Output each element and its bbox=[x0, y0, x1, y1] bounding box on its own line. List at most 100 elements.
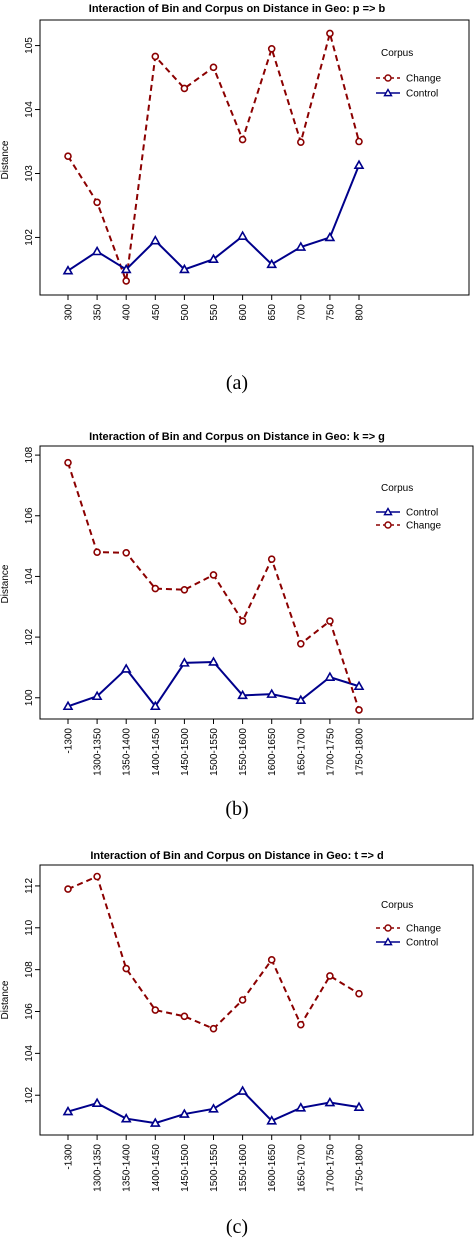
x-tick-label: 1450-1500 bbox=[180, 1144, 191, 1192]
x-tick-label: 1500-1550 bbox=[209, 1144, 220, 1192]
data-point-control bbox=[266, 1115, 278, 1125]
x-tick-label: 1450-1500 bbox=[180, 304, 191, 320]
y-tick-label: 110 bbox=[24, 919, 35, 935]
data-point-control bbox=[266, 258, 278, 269]
series-line-change bbox=[67, 462, 360, 711]
legend-entry-change: Change bbox=[406, 924, 441, 935]
x-tick-label: 1650-1700 bbox=[296, 304, 307, 320]
x-tick-label: 1650-1700 bbox=[296, 1144, 307, 1192]
chart-title: Interaction of Bin and Corpus on Distanc… bbox=[90, 850, 383, 862]
legend-marker-change bbox=[384, 74, 392, 82]
y-tick-label: 104 bbox=[24, 568, 35, 585]
x-tick-label: 1550-1600 bbox=[238, 728, 249, 776]
data-point-change bbox=[122, 277, 130, 285]
y-tick-label: 106 bbox=[24, 1003, 35, 1020]
legend-marker-control bbox=[383, 88, 393, 97]
data-point-control bbox=[149, 700, 161, 711]
data-point-control bbox=[120, 663, 132, 673]
x-tick-label: 1550-1600 bbox=[238, 1144, 249, 1192]
data-point-change bbox=[93, 198, 101, 207]
data-point-change bbox=[180, 1012, 189, 1021]
data-point-change bbox=[93, 548, 101, 556]
y-tick-label: 100 bbox=[24, 689, 35, 706]
caption-b: (b) bbox=[225, 798, 249, 820]
data-point-change bbox=[326, 972, 334, 980]
data-point-change bbox=[326, 29, 334, 38]
data-point-change bbox=[180, 84, 189, 93]
x-tick-label: -1300 bbox=[64, 728, 75, 754]
data-point-control bbox=[149, 1117, 161, 1127]
data-point-control bbox=[295, 694, 307, 704]
x-tick-label: 1750-1800 bbox=[355, 728, 366, 776]
chart-c: Interaction of Bin and Corpus on Distanc… bbox=[0, 850, 474, 1192]
chart-title: Interaction of Bin and Corpus on Distanc… bbox=[89, 3, 386, 15]
plot-frame bbox=[39, 864, 474, 1136]
y-tick-label: 103 bbox=[24, 165, 35, 182]
y-tick-label: 102 bbox=[24, 1086, 35, 1103]
legend-marker-change bbox=[384, 924, 392, 932]
data-point-change bbox=[93, 872, 101, 881]
data-point-control bbox=[237, 689, 248, 700]
data-point-control bbox=[91, 1097, 103, 1107]
x-tick-label: 1500-1550 bbox=[209, 304, 220, 320]
x-tick-label: 1300-1350 bbox=[93, 304, 104, 320]
x-tick-label: 1350-1400 bbox=[122, 1144, 133, 1192]
y-tick-label: 105 bbox=[24, 37, 35, 54]
y-tick-label: 108 bbox=[24, 446, 35, 463]
y-tick-label: 112 bbox=[24, 878, 35, 894]
y-tick-label: 104 bbox=[24, 1045, 35, 1062]
legend-title: Corpus bbox=[381, 48, 413, 59]
data-point-change bbox=[238, 996, 247, 1004]
data-point-control bbox=[324, 231, 336, 242]
data-point-change bbox=[355, 137, 363, 146]
data-point-change bbox=[151, 584, 160, 593]
chart-b: Interaction of Bin and Corpus on Distanc… bbox=[0, 431, 474, 776]
legend-marker-control bbox=[383, 937, 393, 946]
data-point-change bbox=[296, 138, 305, 146]
data-point-control bbox=[295, 1102, 307, 1112]
x-tick-label: 1400-1450 bbox=[151, 304, 162, 320]
data-point-control bbox=[179, 263, 190, 274]
x-tick-label: 1550-1600 bbox=[238, 304, 249, 320]
series-line-control bbox=[67, 660, 360, 708]
data-point-control bbox=[120, 1113, 132, 1123]
chart-a: Interaction of Bin and Corpus on Distanc… bbox=[0, 3, 470, 320]
x-tick-label: 1750-1800 bbox=[355, 1144, 366, 1192]
data-point-change bbox=[122, 548, 130, 557]
data-point-control bbox=[208, 656, 219, 666]
data-point-control bbox=[62, 700, 74, 711]
data-point-control bbox=[353, 680, 365, 691]
legend-title: Corpus bbox=[381, 900, 413, 911]
data-point-control bbox=[324, 1096, 336, 1107]
legend-entry-control: Control bbox=[406, 89, 438, 100]
chart-panel-a: Interaction of Bin and Corpus on Distanc… bbox=[0, 0, 474, 320]
x-tick-label: 1350-1400 bbox=[122, 728, 133, 776]
series-line-change bbox=[67, 875, 360, 1030]
data-point-control bbox=[179, 1108, 190, 1118]
y-axis-label: Distance bbox=[0, 564, 11, 603]
data-point-change bbox=[64, 152, 72, 161]
x-tick-label: 1750-1800 bbox=[355, 304, 366, 320]
data-point-control bbox=[266, 688, 278, 698]
legend-marker-change bbox=[384, 521, 392, 529]
data-point-change bbox=[151, 1006, 160, 1014]
data-point-control bbox=[91, 245, 103, 256]
x-tick-label: 1300-1350 bbox=[93, 728, 104, 776]
chart-title: Interaction of Bin and Corpus on Distanc… bbox=[89, 431, 385, 443]
caption-c: (c) bbox=[225, 1216, 249, 1238]
x-tick-label: 1600-1650 bbox=[267, 304, 278, 320]
x-tick-label: 1350-1400 bbox=[122, 304, 133, 320]
data-point-control bbox=[62, 265, 74, 275]
legend-marker-control bbox=[383, 507, 393, 516]
x-tick-label: 1400-1450 bbox=[151, 1144, 162, 1192]
data-point-control bbox=[62, 1105, 74, 1116]
data-point-change bbox=[267, 956, 276, 964]
data-point-change bbox=[326, 617, 334, 625]
data-point-change bbox=[209, 63, 218, 72]
data-point-control bbox=[295, 241, 307, 251]
y-axis-label: Distance bbox=[0, 140, 11, 179]
x-tick-label: 1700-1750 bbox=[325, 304, 336, 320]
legend-entry-control: Control bbox=[406, 938, 438, 949]
legend-title: Corpus bbox=[381, 483, 413, 494]
data-point-control bbox=[237, 230, 248, 240]
